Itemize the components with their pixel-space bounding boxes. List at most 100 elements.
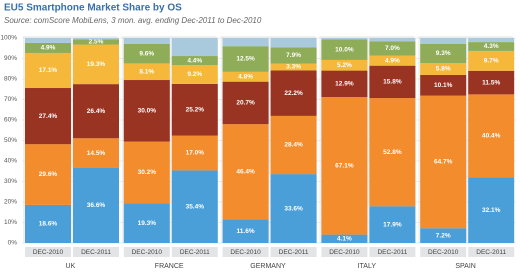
value-label: 46.4% <box>236 168 255 175</box>
value-label: 52.8% <box>383 149 402 156</box>
bar-segment <box>123 38 170 44</box>
x-tick-label: DEC-2011 <box>180 249 210 256</box>
y-tick-label: 20% <box>4 199 17 206</box>
bar-segment <box>321 38 368 40</box>
value-label: 40.4% <box>482 133 501 140</box>
bar-segment <box>171 135 218 171</box>
x-tick-label: DEC-2010 <box>428 249 459 256</box>
value-label: 10.1% <box>434 82 453 89</box>
value-label: 7.9% <box>286 52 301 59</box>
value-label: 12.9% <box>335 81 354 88</box>
value-label: 7.0% <box>385 45 400 52</box>
y-tick-label: 80% <box>4 76 17 83</box>
bar-segment <box>369 98 416 207</box>
value-label: 3.3% <box>286 64 301 71</box>
bar-segment <box>123 63 170 81</box>
value-label: 4.3% <box>484 43 499 50</box>
y-tick-label: 40% <box>4 158 17 165</box>
y-tick-label: 50% <box>4 137 17 144</box>
bar-segment <box>321 234 368 243</box>
bar-segment <box>222 46 269 72</box>
value-label: 10.0% <box>335 46 354 53</box>
bar-segment <box>420 74 467 96</box>
bar-segment <box>468 177 515 243</box>
bar-segment <box>270 38 317 48</box>
bar-segment <box>123 80 170 142</box>
category-box <box>25 247 71 257</box>
bar-segment <box>369 41 416 56</box>
bar-segment <box>468 70 515 95</box>
bar-segment <box>420 228 467 243</box>
value-label: 17.9% <box>383 221 402 228</box>
bar-segment <box>270 174 317 243</box>
bar-segment <box>468 38 515 43</box>
bar-segment <box>468 94 515 178</box>
group-label: ITALY <box>358 263 377 270</box>
value-label: 35.4% <box>186 203 205 210</box>
bar-segment <box>123 43 170 64</box>
category-box <box>222 247 269 257</box>
bar-segment <box>270 63 317 71</box>
bar-segment <box>171 65 218 84</box>
bar-segment <box>369 65 416 99</box>
x-tick-label: DEC-2010 <box>132 249 163 256</box>
value-label: 30.2% <box>138 169 157 176</box>
bar-segment <box>270 115 317 175</box>
bar-segment <box>222 71 269 82</box>
bar-segment <box>321 97 368 235</box>
bar-segment <box>25 52 71 89</box>
bar-segment <box>171 170 218 243</box>
group-label: GERMANY <box>250 263 286 270</box>
value-label: 67.1% <box>335 163 354 170</box>
category-box <box>369 247 416 257</box>
bar-segment <box>73 167 119 243</box>
bar-segment <box>222 38 269 47</box>
x-tick-label: DEC-2011 <box>377 249 407 256</box>
bar-segment <box>420 95 467 229</box>
bar-segment <box>73 38 119 40</box>
category-box <box>420 247 467 257</box>
value-label: 14.5% <box>87 150 106 157</box>
bar-segment <box>25 38 71 43</box>
value-label: 25.2% <box>186 106 205 113</box>
bar-segment <box>25 144 71 205</box>
x-tick-label: DEC-2011 <box>476 249 506 256</box>
value-label: 26.4% <box>87 108 106 115</box>
y-tick-label: 10% <box>4 219 17 226</box>
category-box <box>468 247 515 257</box>
value-label: 20.7% <box>236 100 255 107</box>
y-tick-label: 100% <box>0 35 17 42</box>
bar-segment <box>25 88 71 145</box>
value-label: 2.5% <box>89 39 104 46</box>
bar-segment <box>369 55 416 66</box>
bar-segment <box>73 138 119 168</box>
value-label: 64.7% <box>434 159 453 166</box>
bar-segment <box>420 38 467 44</box>
value-label: 4.1% <box>337 236 352 243</box>
value-label: 28.4% <box>284 142 303 149</box>
y-tick-label: 70% <box>4 96 17 103</box>
bar-segment <box>25 42 71 53</box>
bar-segment <box>420 63 467 75</box>
bar-segment <box>222 219 269 243</box>
bar-segment <box>369 206 416 243</box>
value-label: 8.1% <box>139 68 154 75</box>
chart-title: EU5 Smartphone Market Share by OS <box>4 3 182 14</box>
bar-segment <box>321 39 368 60</box>
bar-segment <box>123 141 170 204</box>
bar-segment <box>321 59 368 71</box>
bar-segment <box>171 83 218 136</box>
bar-segment <box>270 70 317 116</box>
y-tick-label: 90% <box>4 55 17 62</box>
value-label: 19.3% <box>138 220 157 227</box>
value-label: 9.7% <box>484 58 499 65</box>
group-label: FRANCE <box>155 263 184 270</box>
value-label: 9.6% <box>139 50 154 57</box>
value-label: 19.3% <box>87 61 106 68</box>
bar-segment <box>270 47 317 64</box>
value-label: 22.2% <box>284 90 303 97</box>
bar-segment <box>222 81 269 125</box>
bar-segment <box>369 38 416 42</box>
x-tick-label: DEC-2010 <box>33 249 64 256</box>
value-label: 4.8% <box>238 73 253 80</box>
